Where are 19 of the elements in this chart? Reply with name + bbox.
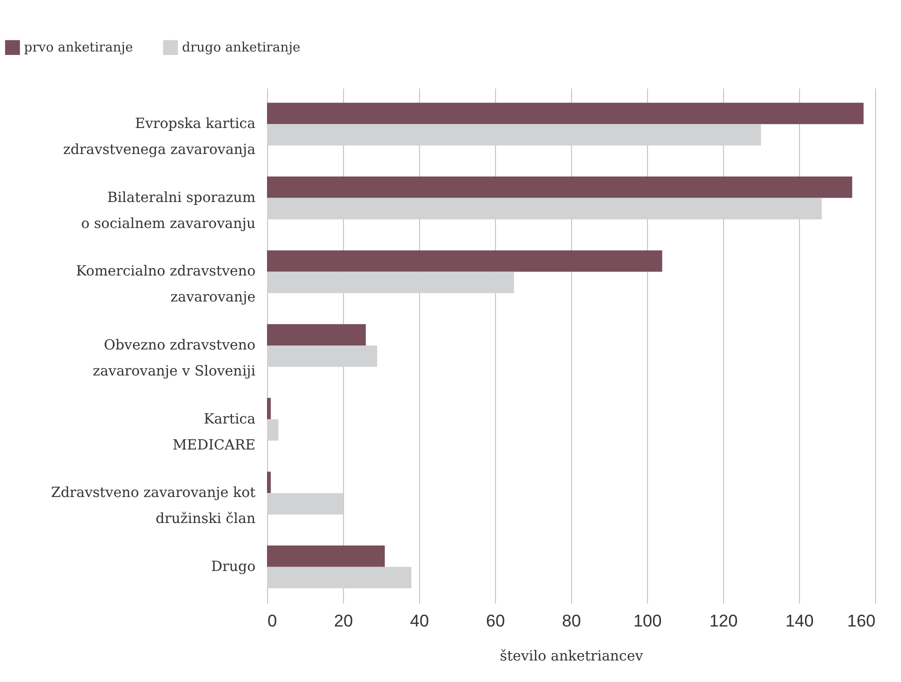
x-tick-label: 100 [633,612,662,630]
legend-label: prvo anketiranje [24,40,134,56]
y-tick-label: Kartica MEDICARE [172,411,256,454]
x-tick-label: 140 [785,612,814,630]
x-tick-label: 0 [268,612,277,630]
legend-label: drugo anketiranje [182,40,301,56]
y-tick-label: Zdravstveno zavarovanje kot družinski član [50,485,256,528]
x-tick-label: 20 [334,612,353,630]
y-tick-label: Bilateralni sporazum o socialnem zavarovanju [81,190,256,232]
y-tick-label: Komercialno zdravstveno zavarovanje [76,264,256,306]
y-tick-label: Evropska kartica zdravstvenega zavarovanja [63,116,256,158]
x-tick-label: 160 [847,612,876,630]
x-tick-label: 120 [709,612,738,630]
x-tick-label: 60 [486,612,505,630]
y-tick-label: Obvezno zdravstveno zavarovanje v Sloveniji [92,338,256,380]
x-tick-label: 40 [410,612,429,630]
x-axis-title: število anketriancev [500,648,644,664]
y-tick-label: Drugo [211,558,256,575]
x-tick-label: 80 [562,612,581,630]
